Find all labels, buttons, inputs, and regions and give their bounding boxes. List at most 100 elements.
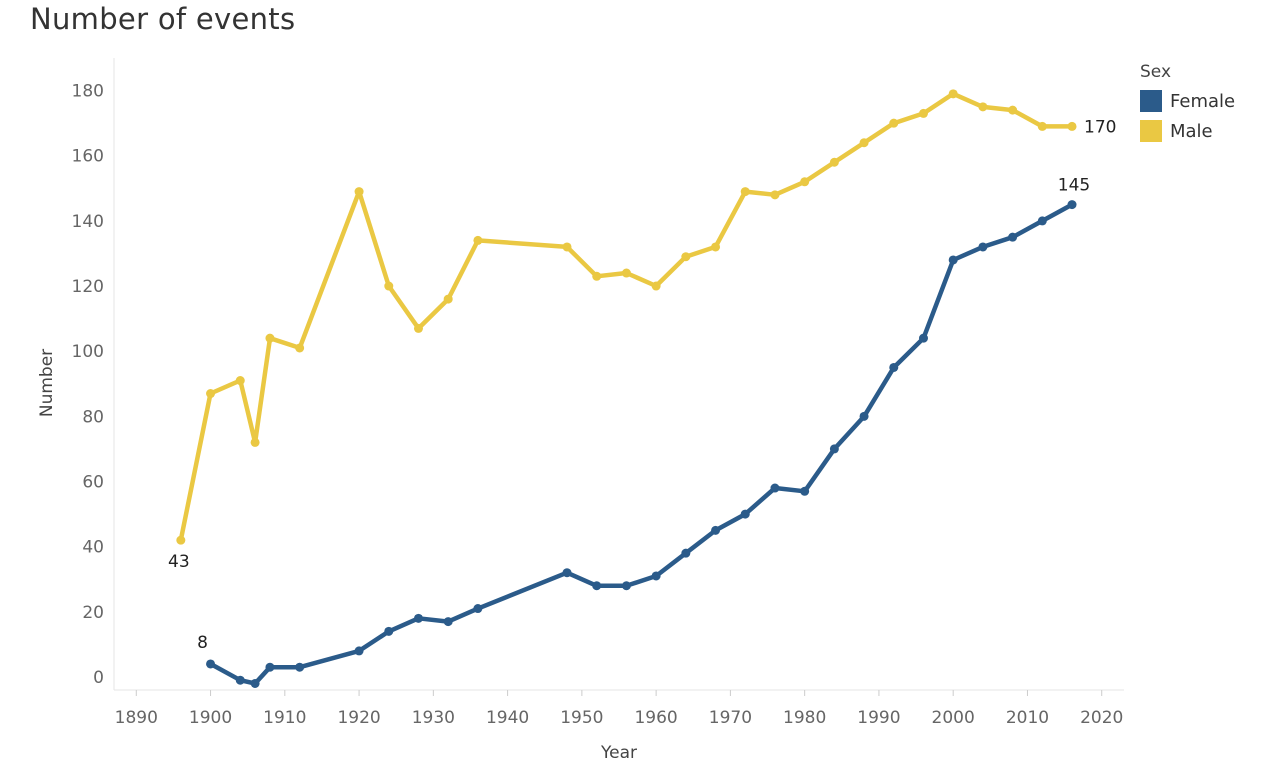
legend-entry-female[interactable]: Female: [1140, 86, 1235, 116]
data-label-female-first: 8: [197, 633, 208, 653]
x-tick-label: 1960: [634, 708, 677, 728]
legend-label-male: Male: [1170, 120, 1213, 142]
data-point-female[interactable]: [978, 242, 988, 252]
data-point-male[interactable]: [235, 376, 245, 386]
data-point-female[interactable]: [206, 659, 216, 669]
data-point-female[interactable]: [354, 646, 364, 656]
data-label-male-last: 170: [1084, 117, 1116, 137]
y-tick-label: 0: [93, 668, 104, 688]
series-female: [206, 200, 1077, 688]
x-tick-label: 1940: [486, 708, 529, 728]
data-point-female[interactable]: [384, 626, 394, 636]
y-tick-label: 40: [82, 538, 104, 558]
series-male: [176, 89, 1077, 545]
data-point-male[interactable]: [562, 242, 572, 252]
data-point-female[interactable]: [235, 675, 245, 685]
data-point-male[interactable]: [918, 108, 928, 118]
x-tick-label: 1900: [189, 708, 232, 728]
data-point-male[interactable]: [473, 235, 483, 245]
data-point-male[interactable]: [206, 389, 216, 399]
data-point-female[interactable]: [711, 525, 721, 535]
data-point-female[interactable]: [250, 678, 260, 688]
x-axis-title: Year: [600, 743, 637, 763]
data-point-female[interactable]: [859, 411, 869, 421]
x-tick-label: 1970: [709, 708, 752, 728]
data-point-male[interactable]: [384, 281, 394, 291]
data-point-female[interactable]: [473, 604, 483, 614]
axes: 0 20 40 60 80 100 120 140 160 180 1890 1900 1910 1920…: [72, 58, 1124, 728]
data-point-female[interactable]: [1008, 232, 1018, 242]
data-point-male[interactable]: [295, 343, 305, 353]
series-line-male[interactable]: [178, 91, 1075, 543]
data-point-male[interactable]: [829, 157, 839, 167]
y-tick-label: 140: [72, 212, 104, 232]
data-point-male[interactable]: [978, 102, 988, 112]
x-tick-label: 1890: [115, 708, 158, 728]
data-point-male[interactable]: [711, 242, 721, 252]
data-point-female[interactable]: [295, 662, 305, 672]
data-point-male[interactable]: [592, 271, 602, 281]
y-axis-title: Number: [37, 349, 57, 417]
data-point-female[interactable]: [829, 444, 839, 454]
legend-title: Sex: [1140, 62, 1172, 82]
y-tick-label: 20: [82, 603, 104, 623]
data-point-female[interactable]: [1067, 200, 1077, 210]
data-point-female[interactable]: [889, 362, 899, 372]
x-tick-label: 1990: [857, 708, 900, 728]
series-line-female[interactable]: [208, 202, 1075, 686]
data-point-female[interactable]: [948, 255, 958, 265]
y-tick-label: 160: [72, 147, 104, 167]
data-label-female-last: 145: [1058, 176, 1090, 196]
x-tick-label: 1950: [560, 708, 603, 728]
data-labels: 43 170 8 145: [168, 117, 1116, 653]
data-point-male[interactable]: [413, 323, 423, 333]
legend-swatch-female: [1140, 90, 1162, 112]
data-point-female[interactable]: [800, 486, 810, 496]
data-point-female[interactable]: [740, 509, 750, 519]
data-point-male[interactable]: [176, 535, 186, 545]
legend: Sex Female Male: [1140, 62, 1235, 146]
data-point-female[interactable]: [1037, 216, 1047, 226]
data-point-female[interactable]: [681, 548, 691, 558]
series-layer: [176, 89, 1077, 688]
data-point-male[interactable]: [889, 118, 899, 128]
data-point-male[interactable]: [1067, 121, 1077, 131]
y-tick-label: 80: [82, 407, 104, 427]
data-label-male-first: 43: [168, 552, 190, 572]
data-point-male[interactable]: [740, 187, 750, 197]
data-point-male[interactable]: [250, 437, 260, 447]
legend-entry-male[interactable]: Male: [1140, 116, 1235, 146]
data-point-female[interactable]: [651, 571, 661, 581]
data-point-female[interactable]: [621, 581, 631, 591]
chart-title: Number of events: [30, 2, 296, 36]
data-point-female[interactable]: [413, 613, 423, 623]
data-point-female[interactable]: [443, 617, 453, 627]
data-point-male[interactable]: [265, 333, 275, 343]
data-point-male[interactable]: [770, 190, 780, 200]
data-point-male[interactable]: [681, 252, 691, 262]
data-point-male[interactable]: [354, 187, 364, 197]
x-tick-label: 2010: [1006, 708, 1049, 728]
data-point-female[interactable]: [592, 581, 602, 591]
legend-swatch-male: [1140, 120, 1162, 142]
x-tick-label: 2000: [932, 708, 975, 728]
x-tick-label: 1930: [412, 708, 455, 728]
x-tick-label: 1920: [337, 708, 380, 728]
data-point-male[interactable]: [1037, 121, 1047, 131]
y-tick-label: 60: [82, 473, 104, 493]
data-point-male[interactable]: [859, 138, 869, 148]
legend-label-female: Female: [1170, 90, 1236, 112]
data-point-male[interactable]: [651, 281, 661, 291]
data-point-male[interactable]: [948, 89, 958, 99]
data-point-female[interactable]: [918, 333, 928, 343]
data-point-male[interactable]: [443, 294, 453, 304]
data-point-male[interactable]: [1008, 105, 1018, 115]
data-point-male[interactable]: [621, 268, 631, 278]
x-tick-label: 1980: [783, 708, 826, 728]
data-point-female[interactable]: [562, 568, 572, 578]
y-tick-label: 120: [72, 277, 104, 297]
data-point-female[interactable]: [265, 662, 275, 672]
data-point-female[interactable]: [770, 483, 780, 493]
data-point-male[interactable]: [800, 177, 810, 187]
